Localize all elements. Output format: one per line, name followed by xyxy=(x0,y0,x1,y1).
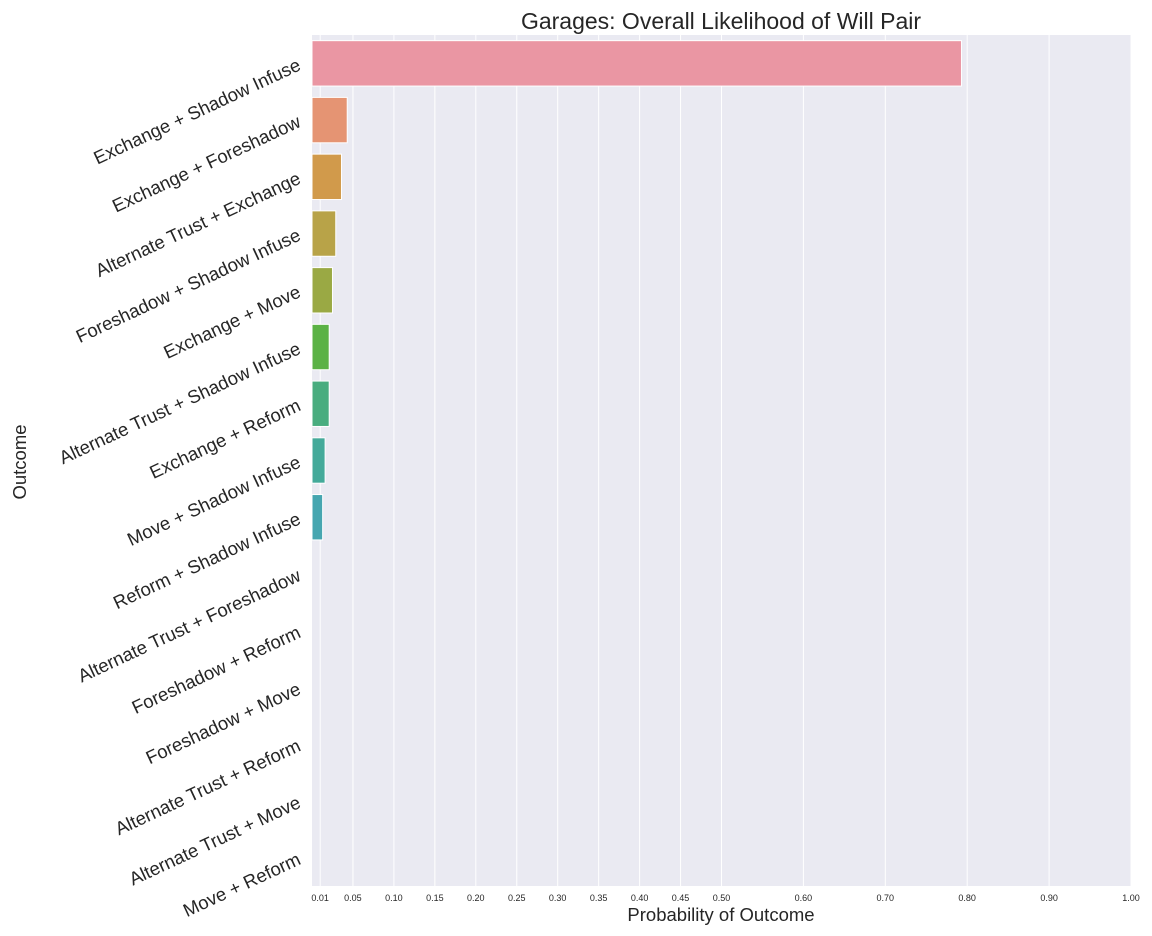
bar xyxy=(311,267,333,314)
y-tick-label: Exchange + Shadow Infuse xyxy=(90,54,303,168)
bars xyxy=(311,40,962,541)
x-tick-label: 0.50 xyxy=(713,893,731,903)
y-axis-label: Outcome xyxy=(9,424,30,499)
x-axis-label: Probability of Outcome xyxy=(627,904,814,925)
x-tick-label: 0.35 xyxy=(590,893,608,903)
x-tick-label: 0.70 xyxy=(877,893,895,903)
bar xyxy=(311,323,330,371)
y-tick-label: Foreshadow + Shadow Infuse xyxy=(73,224,304,347)
x-tick-label: 0.30 xyxy=(549,893,567,903)
chart-title: Garages: Overall Likelihood of Will Pair xyxy=(521,8,921,34)
bar xyxy=(311,494,324,541)
y-tick-label: Alternate Trust + Exchange xyxy=(92,167,304,281)
bar xyxy=(311,210,337,257)
x-tick-label: 0.90 xyxy=(1040,893,1058,903)
x-tick-label: 0.40 xyxy=(631,893,649,903)
bar xyxy=(311,40,962,87)
x-tick-label: 0.80 xyxy=(958,893,976,903)
x-tick-label: 0.25 xyxy=(508,893,526,903)
x-tick-label: 0.05 xyxy=(344,893,362,903)
bar xyxy=(311,380,330,427)
x-axis-tick-labels: 0.01 0.05 0.10 0.15 0.20 0.25 0.30 0.35 0.40 0.45… xyxy=(311,893,1139,903)
x-tick-label: 0.10 xyxy=(385,893,403,903)
x-tick-label: 0.01 xyxy=(311,893,329,903)
x-tick-label: 0.20 xyxy=(467,893,485,903)
x-tick-label: 1.00 xyxy=(1122,893,1140,903)
grid-lines xyxy=(319,35,1132,886)
bar xyxy=(311,153,342,201)
y-tick-label: Alternate Trust + Foreshadow xyxy=(74,564,304,686)
x-tick-label: 0.15 xyxy=(426,893,444,903)
x-tick-label: 0.45 xyxy=(672,893,690,903)
x-tick-label: 0.60 xyxy=(795,893,813,903)
bar xyxy=(311,96,348,144)
bar xyxy=(311,437,326,484)
